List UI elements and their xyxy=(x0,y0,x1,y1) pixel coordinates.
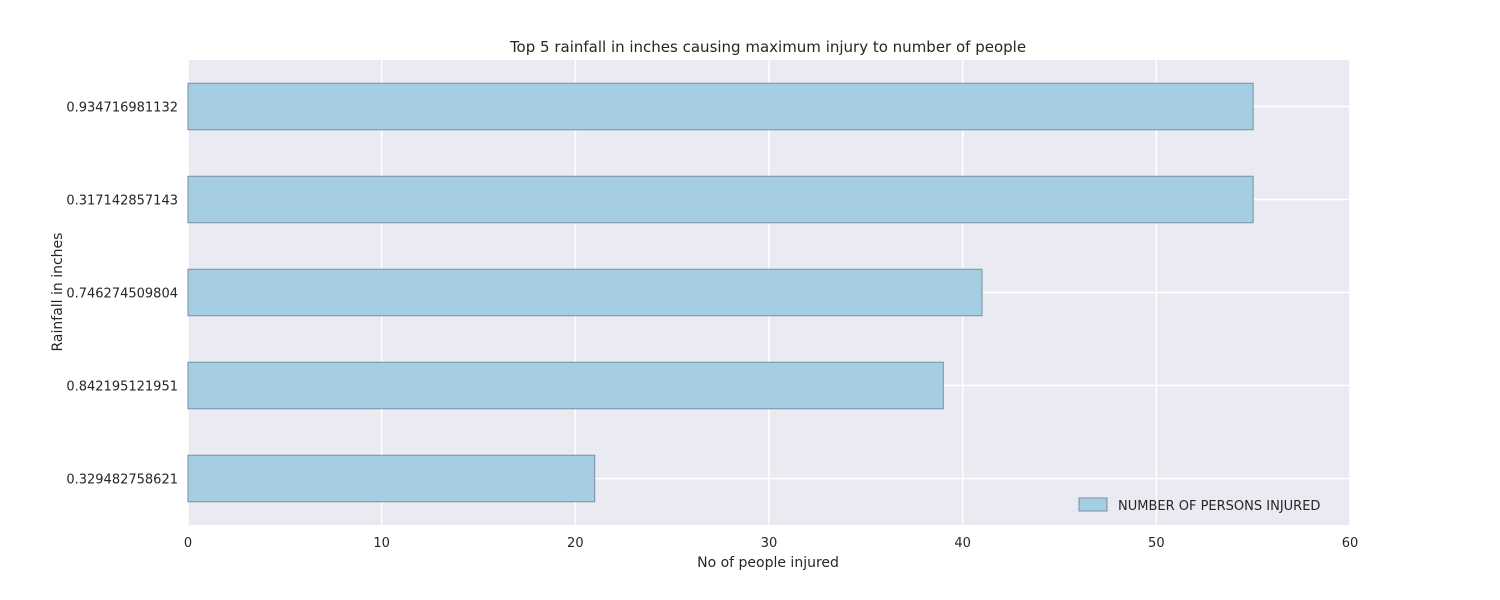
bar xyxy=(187,454,596,503)
x-axis-label: No of people injured xyxy=(697,555,839,571)
y-tick-label: 0.329482758621 xyxy=(66,473,178,488)
x-tick-label: 60 xyxy=(1342,536,1359,551)
x-tick-label: 40 xyxy=(954,536,971,551)
x-tick-label: 50 xyxy=(1148,536,1165,551)
bar xyxy=(187,82,1254,131)
x-tick-label: 30 xyxy=(761,536,778,551)
y-tick-label: 0.934716981132 xyxy=(66,101,178,116)
y-tick-label: 0.317142857143 xyxy=(66,194,178,209)
bars xyxy=(187,82,1254,503)
bar xyxy=(187,268,983,317)
x-tick-label: 20 xyxy=(567,536,584,551)
chart-title: Top 5 rainfall in inches causing maximum… xyxy=(509,38,1026,56)
y-tick-label: 0.746274509804 xyxy=(66,287,178,302)
x-tick-labels: 0 10 20 30 40 50 60 xyxy=(184,536,1358,551)
bar xyxy=(187,175,1254,224)
legend: NUMBER OF PERSONS INJURED xyxy=(1078,497,1320,514)
y-tick-labels: 0.934716981132 0.317142857143 0.7462745098… xyxy=(66,101,178,488)
x-tick-label: 10 xyxy=(373,536,390,551)
legend-swatch xyxy=(1078,497,1108,512)
legend-label: NUMBER OF PERSONS INJURED xyxy=(1118,499,1320,514)
y-tick-label: 0.842195121951 xyxy=(66,380,178,395)
bar xyxy=(187,361,944,410)
x-tick-label: 0 xyxy=(184,536,192,551)
y-axis-label: Rainfall in inches xyxy=(50,233,66,352)
